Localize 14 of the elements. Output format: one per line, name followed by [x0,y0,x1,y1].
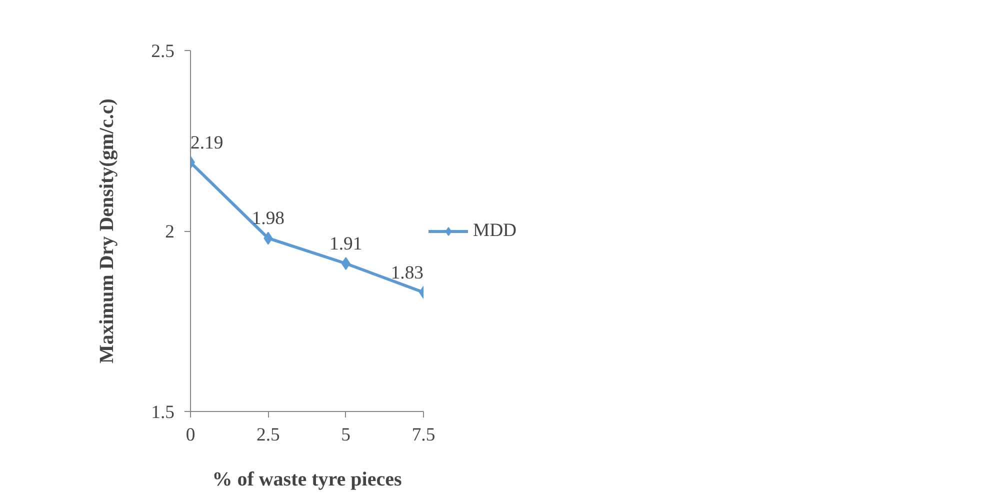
y-axis-title: Maximum Dry Density(gm/c.c) [96,98,118,364]
y-tick-label: 2.5 [151,41,175,62]
y-tick-label: 2 [165,222,174,242]
data-label: 1.91 [330,233,362,254]
data-label: 1.98 [252,208,284,230]
x-tick-label: 2.5 [256,424,280,446]
x-tick-label: 7.5 [412,424,436,446]
data-label: 1.83 [390,262,424,284]
x-tick-label: 0 [186,424,196,446]
y-tick-label: 1.5 [151,402,175,423]
data-label: 2.19 [190,132,224,154]
x-tick-label: 5 [341,424,350,446]
legend-label: MDD [473,220,517,242]
x-axis-title: % of waste tyre pieces [212,468,402,490]
